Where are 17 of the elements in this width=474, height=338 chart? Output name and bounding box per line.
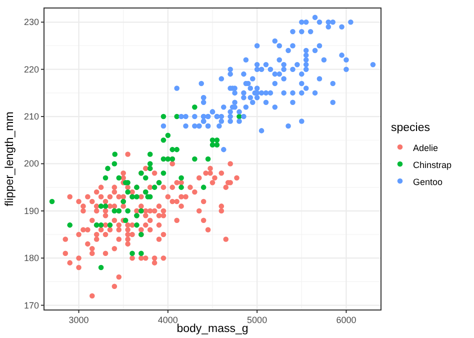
y-axis-title: flipper_length_mm [4,112,16,206]
x-axis-title: body_mass_g [176,323,248,335]
legend-title: species [391,122,430,134]
y-tick-label: 200 [24,158,39,169]
legend-label: Adelie [413,143,438,153]
x-tick-label: 5000 [247,315,268,325]
x-tick-label: 3000 [68,315,89,325]
legend-label: Gentoo [413,177,443,187]
x-tick-label: 6000 [336,315,356,325]
y-tick-label: 230 [24,17,39,28]
x-tick-label: 4000 [158,315,178,325]
y-tick-label: 180 [24,253,39,264]
y-tick-label: 220 [24,64,39,74]
legend-label: Chinstrap [413,160,452,170]
y-tick-label: 210 [24,112,39,122]
y-tick-label: 190 [24,206,39,216]
y-tick-label: 170 [24,300,39,310]
